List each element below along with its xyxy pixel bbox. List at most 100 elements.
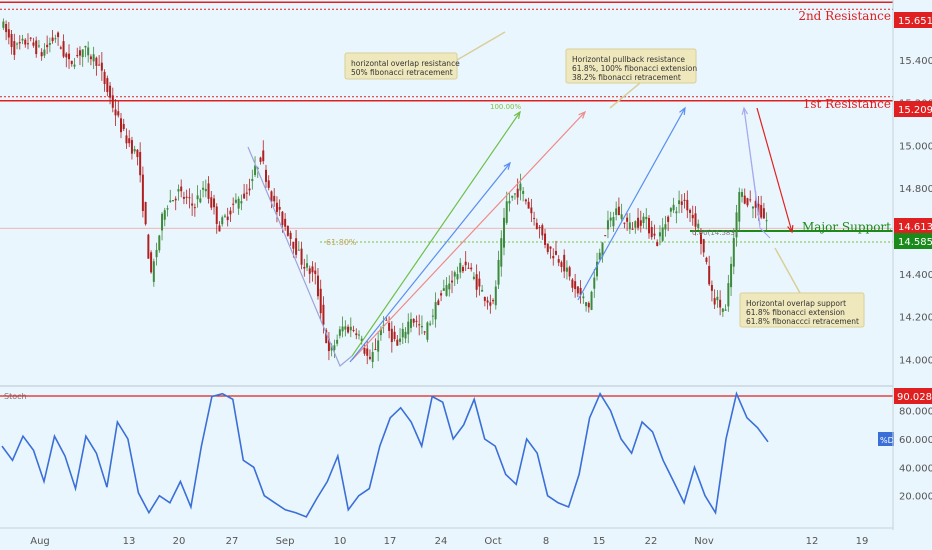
candle-body <box>445 285 448 296</box>
candle-body <box>557 259 560 263</box>
candle-body <box>464 261 467 266</box>
candle-body <box>46 44 49 48</box>
candle-body <box>360 338 363 342</box>
candle-body <box>150 252 153 273</box>
candle-body <box>751 206 754 209</box>
candle-body <box>708 265 711 285</box>
candle-body <box>202 187 205 190</box>
second-resistance-label: 2nd Resistance <box>798 9 891 23</box>
x-tick-label: 19 <box>856 536 869 547</box>
candle-body <box>232 203 235 205</box>
candle-body <box>188 197 191 199</box>
candle-body <box>57 32 60 38</box>
candle-body <box>741 192 744 197</box>
candle-body <box>87 47 90 56</box>
x-tick-label: Nov <box>694 536 714 547</box>
candle-body <box>689 209 692 213</box>
stoch-value-label: 90.0281 <box>897 392 932 403</box>
first-resistance-label: 1st Resistance <box>803 97 891 111</box>
y-tick-label: 15.000 <box>899 141 932 152</box>
candle-body <box>207 183 210 199</box>
swing-path-1 <box>247 146 353 367</box>
candle-body <box>732 238 735 267</box>
candle-body <box>295 238 298 255</box>
candle-body <box>259 157 262 162</box>
candle-body <box>229 210 232 215</box>
candle-body <box>81 49 84 58</box>
candle-body <box>158 235 161 251</box>
candle-body <box>694 213 697 227</box>
candle-body <box>634 221 637 228</box>
candle-body <box>683 199 686 201</box>
candle-body <box>519 183 522 191</box>
candle-body <box>560 262 563 267</box>
fib-label-618: 61.80% <box>326 238 357 247</box>
candle-body <box>719 299 722 308</box>
candle-body <box>617 206 620 216</box>
x-tick-label: Sep <box>276 536 295 547</box>
candle-body <box>541 225 544 236</box>
candle-body <box>418 324 421 326</box>
x-tick-label: 15 <box>593 536 606 547</box>
candle-body <box>306 263 309 268</box>
candle-body <box>415 320 418 322</box>
candle-body <box>716 296 719 301</box>
major-support-value: 14.585 <box>898 237 932 248</box>
candle-body <box>43 49 46 56</box>
candle-body <box>377 340 380 352</box>
candle-body <box>470 267 473 270</box>
stoch-pane: Stoch80.000060.000040.000020.000090.0281… <box>0 385 932 518</box>
candle-body <box>661 227 664 241</box>
candle-body <box>10 34 13 47</box>
candle-body <box>333 345 336 351</box>
candle-body <box>106 78 109 92</box>
candle-body <box>120 118 123 133</box>
candle-body <box>163 210 166 220</box>
candle-body <box>319 288 322 314</box>
y-tick-label: 14.200 <box>899 313 932 324</box>
candle-body <box>336 339 339 344</box>
stoch-y-tick: 80.0000 <box>899 407 932 418</box>
current-price-value-bg <box>894 218 932 234</box>
swing-path-2 <box>743 107 771 239</box>
arrow-green <box>351 111 521 357</box>
candle-body <box>568 267 571 277</box>
candle-body <box>609 217 612 221</box>
candle-body <box>18 42 21 44</box>
candle-body <box>590 291 593 310</box>
candle-body <box>623 222 626 224</box>
candle-body <box>322 304 325 325</box>
candle-body <box>396 339 399 346</box>
candle-body <box>180 186 183 192</box>
candle-body <box>563 254 566 272</box>
candle-body <box>147 234 150 259</box>
candle-body <box>639 220 642 226</box>
candle-body <box>762 208 765 219</box>
candle-body <box>68 53 71 60</box>
candle-body <box>210 197 213 208</box>
candle-body <box>483 297 486 301</box>
candle-body <box>434 302 437 320</box>
candle-body <box>13 41 16 55</box>
candle-body <box>267 180 270 188</box>
candle-body <box>407 321 410 335</box>
candle-body <box>344 326 347 330</box>
x-tick-label: 13 <box>123 536 136 547</box>
x-tick-label: 8 <box>543 536 549 547</box>
candle-body <box>199 198 202 203</box>
candle-body <box>448 283 451 290</box>
note-pullback-resistance-line: Horizontal pullback resistance <box>572 55 685 64</box>
candle-body <box>678 200 681 205</box>
candle-body <box>221 217 224 225</box>
candle-body <box>254 165 257 176</box>
candle-body <box>103 71 106 85</box>
candle-body <box>691 214 694 219</box>
candle-body <box>371 352 374 363</box>
candle-body <box>303 266 306 269</box>
fib-label-100: 100.00% <box>490 103 521 111</box>
x-tick-label: 12 <box>806 536 819 547</box>
candle-body <box>215 206 218 224</box>
candle-body <box>62 41 65 57</box>
second-resistance-value: 15.651 <box>898 16 932 27</box>
